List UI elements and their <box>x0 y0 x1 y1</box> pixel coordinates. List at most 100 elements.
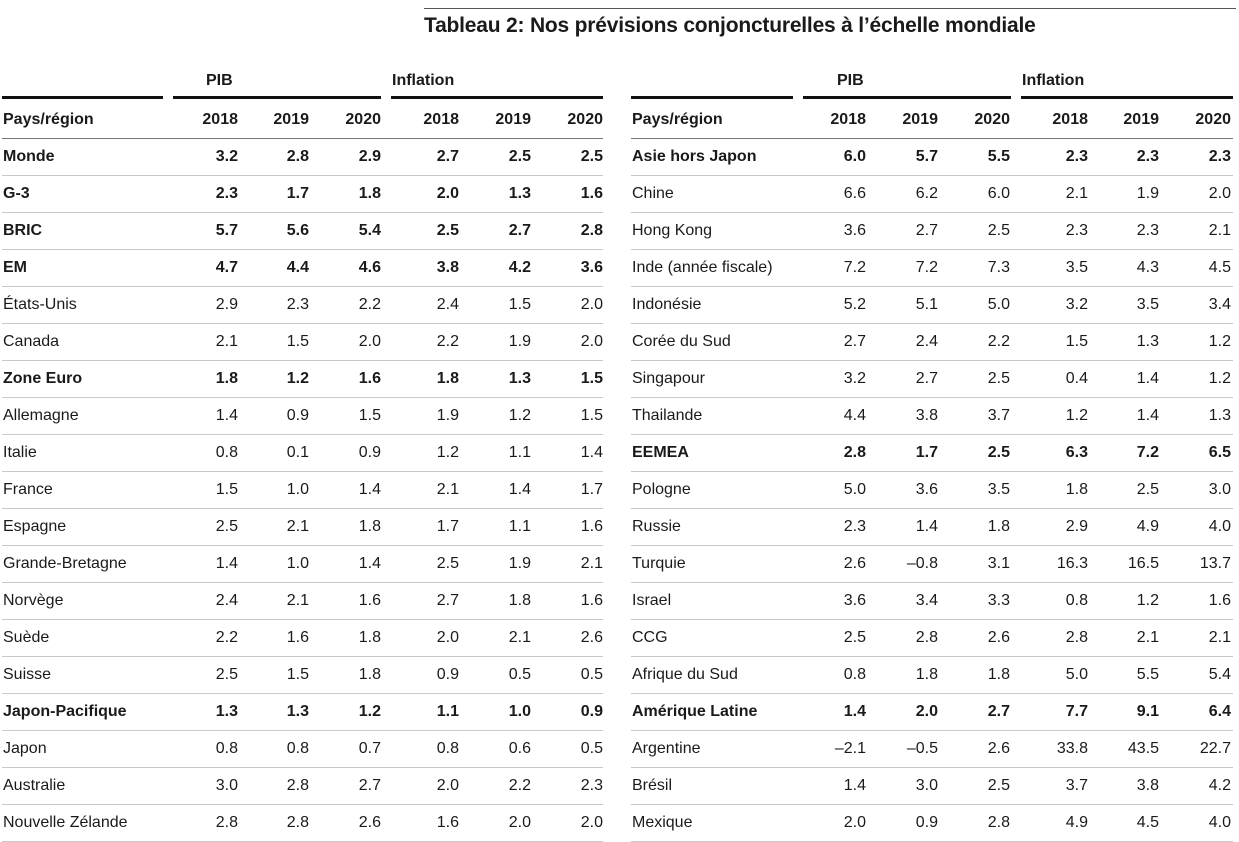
country-name: Zone Euro <box>3 370 83 387</box>
value-inflation-2020: 2.6 <box>580 629 603 646</box>
value-inflation-2018: 3.8 <box>436 259 459 276</box>
value-inflation-2019: 1.4 <box>508 481 531 498</box>
country-name: BRIC <box>3 222 43 239</box>
country-name: Corée du Sud <box>632 333 731 350</box>
value-pib-2020: 2.9 <box>358 148 381 165</box>
table-row: Thailande 4.4 3.8 3.7 1.2 1.4 1.3 <box>631 398 1233 435</box>
table-row: Asie hors Japon 6.0 5.7 5.5 2.3 2.3 2.3 <box>631 139 1233 176</box>
table-row: EEMEA 2.8 1.7 2.5 6.3 7.2 6.5 <box>631 435 1233 472</box>
value-pib-2020: 1.5 <box>358 407 381 424</box>
value-inflation-2018: 2.7 <box>436 148 459 165</box>
value-inflation-2019: 1.0 <box>508 703 531 720</box>
value-pib-2020: 1.8 <box>358 185 381 202</box>
value-pib-2019: 4.4 <box>286 259 309 276</box>
value-inflation-2019: 1.9 <box>508 333 531 350</box>
value-pib-2020: 2.7 <box>987 703 1010 720</box>
value-pib-2020: 1.6 <box>358 370 381 387</box>
value-inflation-2019: 4.2 <box>508 259 531 276</box>
value-inflation-2020: 6.4 <box>1208 703 1231 720</box>
country-name: EEMEA <box>632 444 689 461</box>
value-pib-2018: 1.4 <box>215 407 238 424</box>
value-pib-2019: 2.7 <box>915 370 938 387</box>
table-row: Monde 3.2 2.8 2.9 2.7 2.5 2.5 <box>2 139 603 176</box>
value-pib-2018: 3.0 <box>215 777 238 794</box>
value-inflation-2019: 1.9 <box>1136 185 1159 202</box>
value-pib-2019: 2.8 <box>286 814 309 831</box>
value-inflation-2020: 2.8 <box>580 222 603 239</box>
value-inflation-2018: 1.6 <box>436 814 459 831</box>
value-inflation-2020: 2.5 <box>580 148 603 165</box>
value-pib-2018: 2.0 <box>843 814 866 831</box>
value-inflation-2019: 5.5 <box>1136 666 1159 683</box>
value-pib-2019: 2.8 <box>915 629 938 646</box>
value-pib-2020: 2.5 <box>987 370 1010 387</box>
value-pib-2019: 1.7 <box>286 185 309 202</box>
value-inflation-2018: 2.0 <box>436 185 459 202</box>
table-row: Allemagne 1.4 0.9 1.5 1.9 1.2 1.5 <box>2 398 603 435</box>
country-name: Brésil <box>632 777 673 794</box>
value-pib-2018: –2.1 <box>834 740 866 757</box>
value-inflation-2020: 4.0 <box>1208 518 1231 535</box>
value-inflation-2020: 1.3 <box>1208 407 1231 424</box>
value-pib-2018: 2.3 <box>843 518 866 535</box>
value-pib-2019: 1.3 <box>286 703 309 720</box>
table-row: CCG 2.5 2.8 2.6 2.8 2.1 2.1 <box>631 620 1233 657</box>
table-row: Corée du Sud 2.7 2.4 2.2 1.5 1.3 1.2 <box>631 324 1233 361</box>
value-pib-2018: 3.6 <box>843 222 866 239</box>
value-pib-2019: 3.4 <box>915 592 938 609</box>
value-inflation-2018: 6.3 <box>1065 444 1088 461</box>
value-pib-2018: 5.7 <box>215 222 238 239</box>
value-pib-2019: –0.8 <box>906 555 938 572</box>
table-row: Brésil 1.4 3.0 2.5 3.7 3.8 4.2 <box>631 768 1233 805</box>
value-pib-2019: 2.1 <box>286 518 309 535</box>
group-label-inflation: Inflation <box>1022 72 1085 89</box>
value-pib-2019: 3.8 <box>915 407 938 424</box>
value-pib-2018: 1.4 <box>215 555 238 572</box>
value-pib-2018: 1.4 <box>843 777 866 794</box>
table-row: France 1.5 1.0 1.4 2.1 1.4 1.7 <box>2 472 603 509</box>
value-pib-2018: 2.9 <box>215 296 238 313</box>
value-inflation-2018: 2.4 <box>436 296 459 313</box>
table-row: Turquie 2.6 –0.8 3.1 16.3 16.5 13.7 <box>631 546 1233 583</box>
value-pib-2020: 1.8 <box>987 666 1010 683</box>
value-inflation-2018: 33.8 <box>1056 740 1088 757</box>
value-pib-2020: 1.4 <box>358 481 381 498</box>
table-row: Hong Kong 3.6 2.7 2.5 2.3 2.3 2.1 <box>631 213 1233 250</box>
value-inflation-2020: 3.4 <box>1208 296 1231 313</box>
value-pib-2020: 1.6 <box>358 592 381 609</box>
value-inflation-2018: 3.2 <box>1065 296 1088 313</box>
value-inflation-2019: 1.1 <box>508 518 531 535</box>
value-inflation-2018: 0.8 <box>436 740 459 757</box>
value-inflation-2020: 1.7 <box>580 481 603 498</box>
value-pib-2019: 5.6 <box>286 222 309 239</box>
value-pib-2018: 4.7 <box>215 259 238 276</box>
value-inflation-2020: 2.1 <box>1208 629 1231 646</box>
value-pib-2019: 1.6 <box>286 629 309 646</box>
value-inflation-2018: 3.7 <box>1065 777 1088 794</box>
value-inflation-2020: 2.0 <box>580 296 603 313</box>
value-pib-2019: 5.1 <box>915 296 938 313</box>
value-pib-2018: 5.0 <box>843 481 866 498</box>
value-pib-2019: 0.9 <box>915 814 938 831</box>
value-pib-2019: 1.8 <box>915 666 938 683</box>
value-inflation-2019: 2.1 <box>1136 629 1159 646</box>
group-rule-pib <box>173 96 381 99</box>
value-inflation-2019: 1.8 <box>508 592 531 609</box>
country-name: Israel <box>632 592 672 609</box>
table-row: Chine 6.6 6.2 6.0 2.1 1.9 2.0 <box>631 176 1233 213</box>
value-inflation-2020: 3.0 <box>1208 481 1231 498</box>
value-inflation-2020: 4.5 <box>1208 259 1231 276</box>
value-inflation-2018: 0.8 <box>1065 592 1088 609</box>
value-inflation-2020: 5.4 <box>1208 666 1231 683</box>
value-inflation-2019: 1.5 <box>508 296 531 313</box>
country-name: Russie <box>632 518 681 535</box>
value-inflation-2019: 3.8 <box>1136 777 1159 794</box>
value-pib-2019: –0.5 <box>906 740 938 757</box>
value-inflation-2018: 1.9 <box>436 407 459 424</box>
value-inflation-2020: 13.7 <box>1199 555 1231 572</box>
table-row: Norvège 2.4 2.1 1.6 2.7 1.8 1.6 <box>2 583 603 620</box>
value-pib-2019: 1.5 <box>286 333 309 350</box>
value-pib-2019: 0.9 <box>286 407 309 424</box>
value-pib-2020: 0.7 <box>358 740 381 757</box>
value-pib-2020: 4.6 <box>358 259 381 276</box>
